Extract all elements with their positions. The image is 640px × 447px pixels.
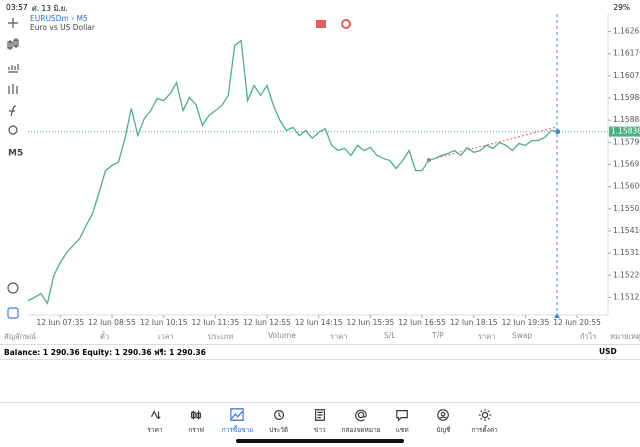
currency: USD <box>599 347 617 356</box>
crosshair-icon[interactable] <box>8 18 18 28</box>
x-tick-label: 12 Jun 08:55 <box>88 318 136 325</box>
x-tick-label: 12 Jun 18:15 <box>450 318 498 325</box>
home-indicator <box>236 439 404 443</box>
oneclick-icon[interactable] <box>7 307 19 319</box>
tab-icon <box>396 410 409 422</box>
last-point <box>555 129 561 135</box>
indicators-icon[interactable] <box>8 84 18 94</box>
column: เวลา <box>158 332 174 341</box>
tab-icon <box>437 409 450 421</box>
status-time: 03:57 <box>6 3 28 12</box>
tab-icon <box>230 408 245 421</box>
column: Swap <box>512 331 533 340</box>
battery: 29% <box>613 3 630 12</box>
x-tick-label: 12 Jun 10:15 <box>140 318 188 325</box>
y-tick-label: 1.15695 <box>613 160 640 169</box>
y-tick-label: 1.15125 <box>613 293 640 302</box>
buy-button[interactable] <box>341 19 351 29</box>
tab[interactable]: กล่องจดหมาย <box>331 408 391 435</box>
tab-label: บัญชี <box>436 426 451 434</box>
column: S/L <box>384 331 396 340</box>
chart-type-icon[interactable] <box>7 38 19 50</box>
tab-icon <box>314 409 325 421</box>
tab-icon <box>273 410 284 420</box>
tab-label: ประวัติ <box>269 426 289 434</box>
tab[interactable]: การซื้อขาย <box>207 408 267 435</box>
y-tick-label: 1.16265 <box>613 27 640 36</box>
x-tick-label: 12 Jun 11:35 <box>192 318 240 325</box>
cursor-marker <box>554 313 560 318</box>
tab[interactable]: ข่าว <box>290 408 350 435</box>
y-tick-label: 1.16075 <box>613 71 640 80</box>
tab-icon <box>478 408 491 422</box>
timeframe[interactable]: M5 <box>8 149 23 159</box>
column: ราคา <box>330 332 348 341</box>
y-tick-label: 1.15885 <box>613 115 640 124</box>
tab-label: การตั้งค่า <box>471 426 498 434</box>
tab-icon <box>355 409 367 422</box>
column: Volume <box>268 331 296 340</box>
tab-icon <box>191 410 202 420</box>
tab[interactable]: การตั้งค่า <box>455 408 515 435</box>
x-tick-label: 12 Jun 19:35 <box>502 318 550 325</box>
x-tick-label: 12 Jun 20:55 <box>553 318 601 325</box>
objects-icon[interactable] <box>8 125 18 135</box>
x-tick-label: 12 Jun 07:35 <box>36 318 84 325</box>
description: Euro vs US Dollar <box>30 23 96 32</box>
x-tick-label: 12 Jun 14:15 <box>295 318 343 325</box>
y-tick-label: 1.15790 <box>613 137 640 146</box>
tab-label: แชท <box>395 426 409 434</box>
price-line <box>27 39 558 305</box>
column: หมายเหตุ <box>610 332 640 341</box>
chart: M5 EURUSDm › M5 Euro vs US Dollar 1.1626… <box>7 14 640 325</box>
function-icon[interactable] <box>9 105 17 117</box>
sell-button[interactable] <box>316 20 326 28</box>
volume-icon[interactable] <box>8 64 19 73</box>
y-tick-label: 1.15600 <box>613 182 640 191</box>
x-tick-label: 12 Jun 12:55 <box>243 318 291 325</box>
column: ราคา <box>478 332 496 341</box>
y-tick-label: 1.15220 <box>613 270 640 279</box>
tab-label: ข่าว <box>313 426 326 434</box>
y-tick-label: 1.16170 <box>613 49 640 58</box>
tab-icon <box>150 410 161 420</box>
column: ตั๋ว <box>100 332 110 341</box>
tab[interactable]: ราคา <box>125 408 185 435</box>
tab-label: กล่องจดหมาย <box>341 426 381 434</box>
x-tick-label: 12 Jun 15:35 <box>347 318 395 325</box>
trade-icon[interactable] <box>7 282 19 294</box>
column: สัญลักษณ์ <box>4 332 37 341</box>
balance-row: Balance: 1 290.36 Equity: 1 290.36 ฟรี: … <box>0 344 640 360</box>
toolbar <box>7 18 19 319</box>
tab-bar-border <box>0 402 640 403</box>
current-price-label: 1.15836 <box>611 127 640 136</box>
balance-text: Balance: 1 290.36 Equity: 1 290.36 ฟรี: … <box>4 348 206 357</box>
column: T/P <box>432 331 444 340</box>
tab[interactable]: แชท <box>372 408 432 435</box>
tab[interactable]: บัญชี <box>413 408 473 435</box>
tab[interactable]: กราฟ <box>166 408 226 435</box>
symbol: EURUSDm › M5 <box>30 14 88 23</box>
tab[interactable]: ประวัติ <box>249 408 309 435</box>
status-date: ศ. 13 มิ.ย. <box>32 4 68 13</box>
tab-label: ราคา <box>147 426 163 434</box>
tab-label: การซื้อขาย <box>221 426 254 434</box>
tab-label: กราฟ <box>188 426 205 434</box>
y-tick-label: 1.15315 <box>613 248 640 257</box>
column: ประเภท <box>208 332 234 341</box>
y-tick-label: 1.15505 <box>613 204 640 213</box>
y-tick-label: 1.15410 <box>613 226 640 235</box>
current-price-box <box>609 126 640 137</box>
y-tick-label: 1.15980 <box>613 93 640 102</box>
column: กำไร <box>580 332 597 341</box>
x-tick-label: 12 Jun 16:55 <box>398 318 446 325</box>
